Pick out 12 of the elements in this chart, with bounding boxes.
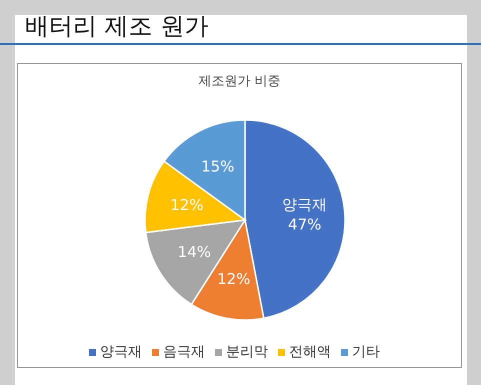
chart-subtitle: 제조원가 비중 <box>197 73 282 90</box>
legend-label: 양극재 <box>100 344 142 360</box>
data-label: 15% <box>201 158 234 176</box>
legend-label: 전해액 <box>289 344 331 360</box>
data-label: 12% <box>217 270 250 288</box>
data-label: 12% <box>170 196 204 214</box>
data-label: 양극재 47% <box>282 195 328 234</box>
data-label: 14% <box>178 243 212 262</box>
legend-label: 음극재 <box>163 344 205 360</box>
legend-label: 분리막 <box>226 344 268 360</box>
legend-label: 기타 <box>352 344 380 360</box>
chart-title: 배터리 제조 원가 <box>25 11 208 42</box>
